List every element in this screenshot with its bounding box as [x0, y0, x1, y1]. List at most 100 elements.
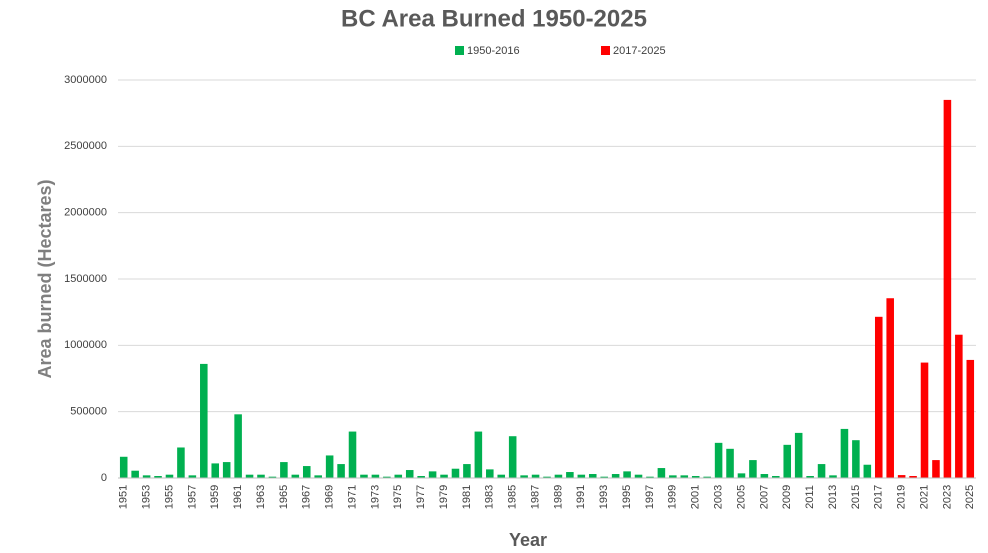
x-tick-label: 1951 [118, 485, 130, 509]
bar [234, 414, 242, 478]
x-tick-label: 1967 [301, 485, 313, 509]
bar [337, 464, 345, 478]
bar [932, 460, 940, 478]
bar [497, 474, 506, 478]
x-tick-label: 1979 [438, 485, 450, 509]
bar [486, 469, 494, 478]
bar [554, 474, 563, 478]
bar [463, 464, 471, 478]
bar [943, 99, 952, 479]
bar [886, 298, 894, 478]
y-tick-label: 2000000 [64, 207, 107, 219]
bar [154, 476, 162, 478]
legend-label: 1950-2016 [467, 45, 520, 57]
bar [669, 475, 677, 478]
bar [257, 474, 265, 478]
chart-title: BC Area Burned 1950-2025 [341, 5, 647, 32]
y-tick-label: 1000000 [64, 339, 107, 351]
y-tick-label: 1500000 [64, 273, 107, 285]
bar [440, 474, 448, 478]
y-tick-label: 2500000 [64, 140, 107, 152]
x-tick-label: 2021 [918, 485, 930, 509]
x-tick-label: 2003 [713, 485, 725, 509]
bar [840, 428, 849, 478]
bar [817, 464, 826, 478]
bar [897, 475, 906, 478]
bar [165, 474, 174, 478]
x-tick-label: 1969 [324, 485, 336, 509]
x-tick-label: 1989 [552, 485, 564, 509]
x-tick-label: 1959 [209, 485, 221, 509]
bar [314, 475, 322, 478]
bar [428, 471, 437, 478]
x-tick-label: 2005 [735, 485, 747, 509]
bar [623, 471, 631, 478]
bar [394, 474, 403, 478]
x-tick-label: 1973 [369, 485, 381, 509]
bar [302, 466, 311, 478]
bar [177, 447, 185, 478]
x-tick-label: 1977 [415, 485, 427, 509]
x-tick-label: 1983 [484, 485, 496, 509]
bar [508, 436, 517, 478]
bar [371, 474, 380, 478]
bar [611, 474, 620, 478]
bar [280, 462, 288, 478]
x-tick-label: 2009 [781, 485, 793, 509]
bar [520, 475, 528, 478]
bar [714, 442, 723, 478]
bar [691, 476, 700, 478]
bar [348, 431, 357, 478]
bar [222, 462, 231, 478]
bar [417, 476, 425, 478]
bar [646, 476, 654, 478]
x-tick-label: 1965 [278, 485, 290, 509]
bar [657, 468, 666, 478]
x-tick-label: 2011 [804, 485, 816, 509]
bar [634, 474, 643, 478]
bar [245, 474, 254, 478]
x-tick-label: 2017 [873, 485, 885, 509]
bar [829, 475, 837, 478]
y-axis-title: Area burned (Hectares) [35, 179, 55, 378]
bar [188, 475, 197, 478]
y-tick-label: 0 [101, 472, 107, 484]
legend-swatch [601, 46, 610, 55]
bar [794, 432, 803, 478]
x-tick-label: 1953 [141, 485, 153, 509]
x-tick-label: 1957 [186, 485, 198, 509]
x-tick-label: 2019 [896, 485, 908, 509]
x-tick-label: 1993 [598, 485, 610, 509]
bar [772, 476, 780, 478]
bar [211, 463, 220, 478]
x-tick-label: 2023 [941, 485, 953, 509]
x-axis-title: Year [509, 530, 547, 550]
bar [966, 359, 975, 478]
bar [955, 334, 963, 478]
bar [680, 475, 689, 478]
bar [806, 476, 814, 478]
bar [360, 474, 368, 478]
bar [737, 473, 746, 478]
x-tick-label: 1955 [163, 485, 175, 509]
bar [119, 456, 128, 478]
x-tick-label: 1991 [575, 485, 587, 509]
bar [863, 464, 872, 478]
bar [909, 476, 917, 478]
x-tick-label: 1999 [667, 485, 679, 509]
x-tick-label: 1997 [644, 485, 656, 509]
bar [600, 476, 608, 478]
x-tick-label: 2001 [690, 485, 702, 509]
bar [405, 470, 414, 478]
x-tick-label: 1985 [507, 485, 519, 509]
x-tick-label: 2007 [758, 485, 770, 509]
y-tick-label: 500000 [70, 406, 107, 418]
bar [531, 474, 540, 478]
x-tick-label: 1961 [232, 485, 244, 509]
x-tick-label: 1971 [346, 485, 358, 509]
bar [383, 476, 391, 478]
legend-swatch [455, 46, 464, 55]
bar [142, 475, 151, 478]
bar [451, 468, 460, 478]
